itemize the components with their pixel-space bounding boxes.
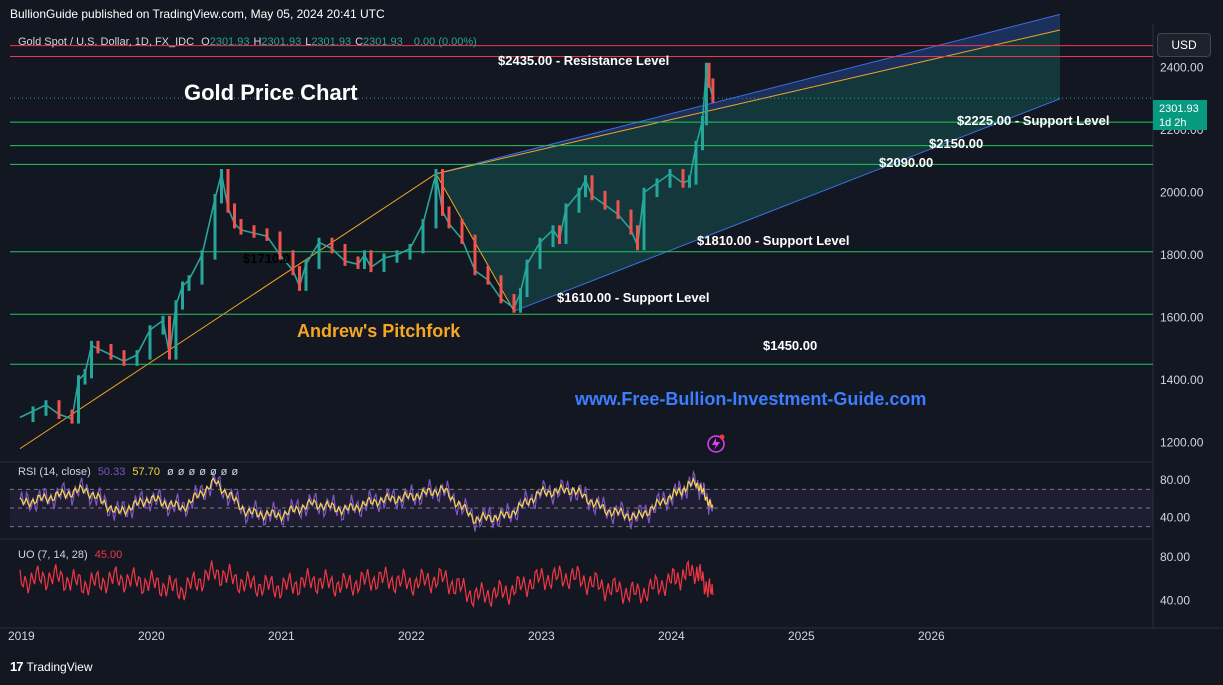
rsi-extra-value: ø	[177, 466, 185, 478]
pitchfork-median-line	[435, 29, 1061, 175]
lightning-event-icon[interactable]	[707, 435, 725, 453]
level-label: $2225.00 - Support Level	[957, 113, 1109, 128]
level-label: $2090.00	[879, 155, 933, 170]
uo-tick-label: 40.00	[1160, 593, 1190, 607]
level-label: $2150.00	[929, 136, 983, 151]
symbol-name: Gold Spot / U.S. Dollar, 1D, FX_IDC	[18, 36, 195, 48]
chart-title: Gold Price Chart	[184, 80, 358, 105]
x-tick-label: 2025	[788, 629, 815, 643]
uo-value: 45.00	[94, 549, 123, 561]
event-badge	[719, 434, 725, 440]
pitchfork-lower-line	[513, 98, 1061, 312]
rsi-ma-line[interactable]	[19, 476, 714, 524]
x-tick-label: 2024	[658, 629, 685, 643]
rsi-extra-value: ø	[199, 466, 206, 478]
x-tick-label: 2019	[8, 629, 35, 643]
symbol-legend: Gold Spot / U.S. Dollar, 1D, FX_IDC O230…	[18, 36, 481, 48]
rsi-tick-label: 80.00	[1160, 473, 1190, 487]
lightning-icon	[712, 438, 720, 450]
currency-button[interactable]: USD	[1157, 33, 1211, 57]
y-tick-label: 1600.00	[1160, 310, 1204, 324]
x-tick-label: 2023	[528, 629, 555, 643]
level-label: $1450.00	[763, 338, 817, 353]
last-price: 2301.93	[1159, 103, 1199, 115]
y-tick-label: 2400.00	[1160, 60, 1204, 74]
rsi-extra-value: ø	[231, 466, 239, 478]
pitchfork-label: Andrew's Pitchfork	[297, 321, 461, 341]
ohlc-value-o: 2301.93	[209, 36, 250, 48]
x-tick-label: 2022	[398, 629, 425, 643]
tradingview-logo[interactable]: 17 TradingView	[10, 659, 93, 674]
uo-label: UO (7, 14, 28)	[18, 549, 88, 561]
ohlc-key-o: O	[201, 36, 210, 48]
ohlc-key-l: L	[305, 36, 312, 48]
publisher-caption: BullionGuide published on TradingView.co…	[10, 7, 385, 21]
rsi-label: RSI (14, close)	[18, 466, 91, 478]
ohlc-key-c: C	[355, 36, 364, 48]
x-tick-label: 2020	[138, 629, 165, 643]
last-price-badge: 2301.93 1d 2h	[1153, 100, 1207, 130]
rsi-extra-value: ø	[167, 466, 174, 478]
uo-legend: UO (7, 14, 28) 45.00	[18, 549, 126, 561]
uo-tick-label: 80.00	[1160, 550, 1190, 564]
level-label: $2435.00 - Resistance Level	[498, 53, 669, 68]
ohlc-values: O2301.93 H2301.93 L2301.93 C2301.93	[201, 36, 407, 48]
price-change: 0.00 (0.00%)	[413, 36, 477, 48]
level-label: $1610.00 - Support Level	[557, 290, 709, 305]
y-tick-label: 1400.00	[1160, 373, 1204, 387]
pitchfork-lower-zone	[436, 30, 1060, 312]
rsi-extra-value: ø	[209, 466, 217, 478]
pitchfork-handle-line	[19, 173, 437, 450]
partial-level-label: $1710.0	[243, 251, 290, 266]
website-label: www.Free-Bullion-Investment-Guide.com	[574, 389, 926, 409]
y-tick-label: 1200.00	[1160, 435, 1204, 449]
rsi-value: 50.33	[97, 466, 126, 478]
x-tick-label: 2026	[918, 629, 945, 643]
uo-line[interactable]	[19, 559, 714, 608]
ohlc-value-h: 2301.93	[261, 36, 302, 48]
rsi-tick-label: 40.00	[1160, 510, 1190, 524]
rsi-extra-value: ø	[188, 466, 196, 478]
y-tick-label: 2000.00	[1160, 185, 1204, 199]
level-label: $1810.00 - Support Level	[697, 233, 849, 248]
rsi-extra-value: ø	[220, 466, 228, 478]
rsi-ma-value: 57.70	[132, 466, 160, 478]
x-tick-label: 2021	[268, 629, 295, 643]
tradingview-brand: TradingView	[26, 659, 93, 674]
tradingview-logo-icon: 17	[10, 659, 24, 674]
bar-countdown: 1d 2h	[1159, 117, 1187, 129]
pitchfork-upper-line	[435, 13, 1061, 175]
y-tick-label: 1800.00	[1160, 248, 1204, 262]
ohlc-key-h: H	[253, 36, 262, 48]
ohlc-value-c: 2301.93	[363, 36, 403, 48]
ohlc-value-l: 2301.93	[311, 36, 352, 48]
